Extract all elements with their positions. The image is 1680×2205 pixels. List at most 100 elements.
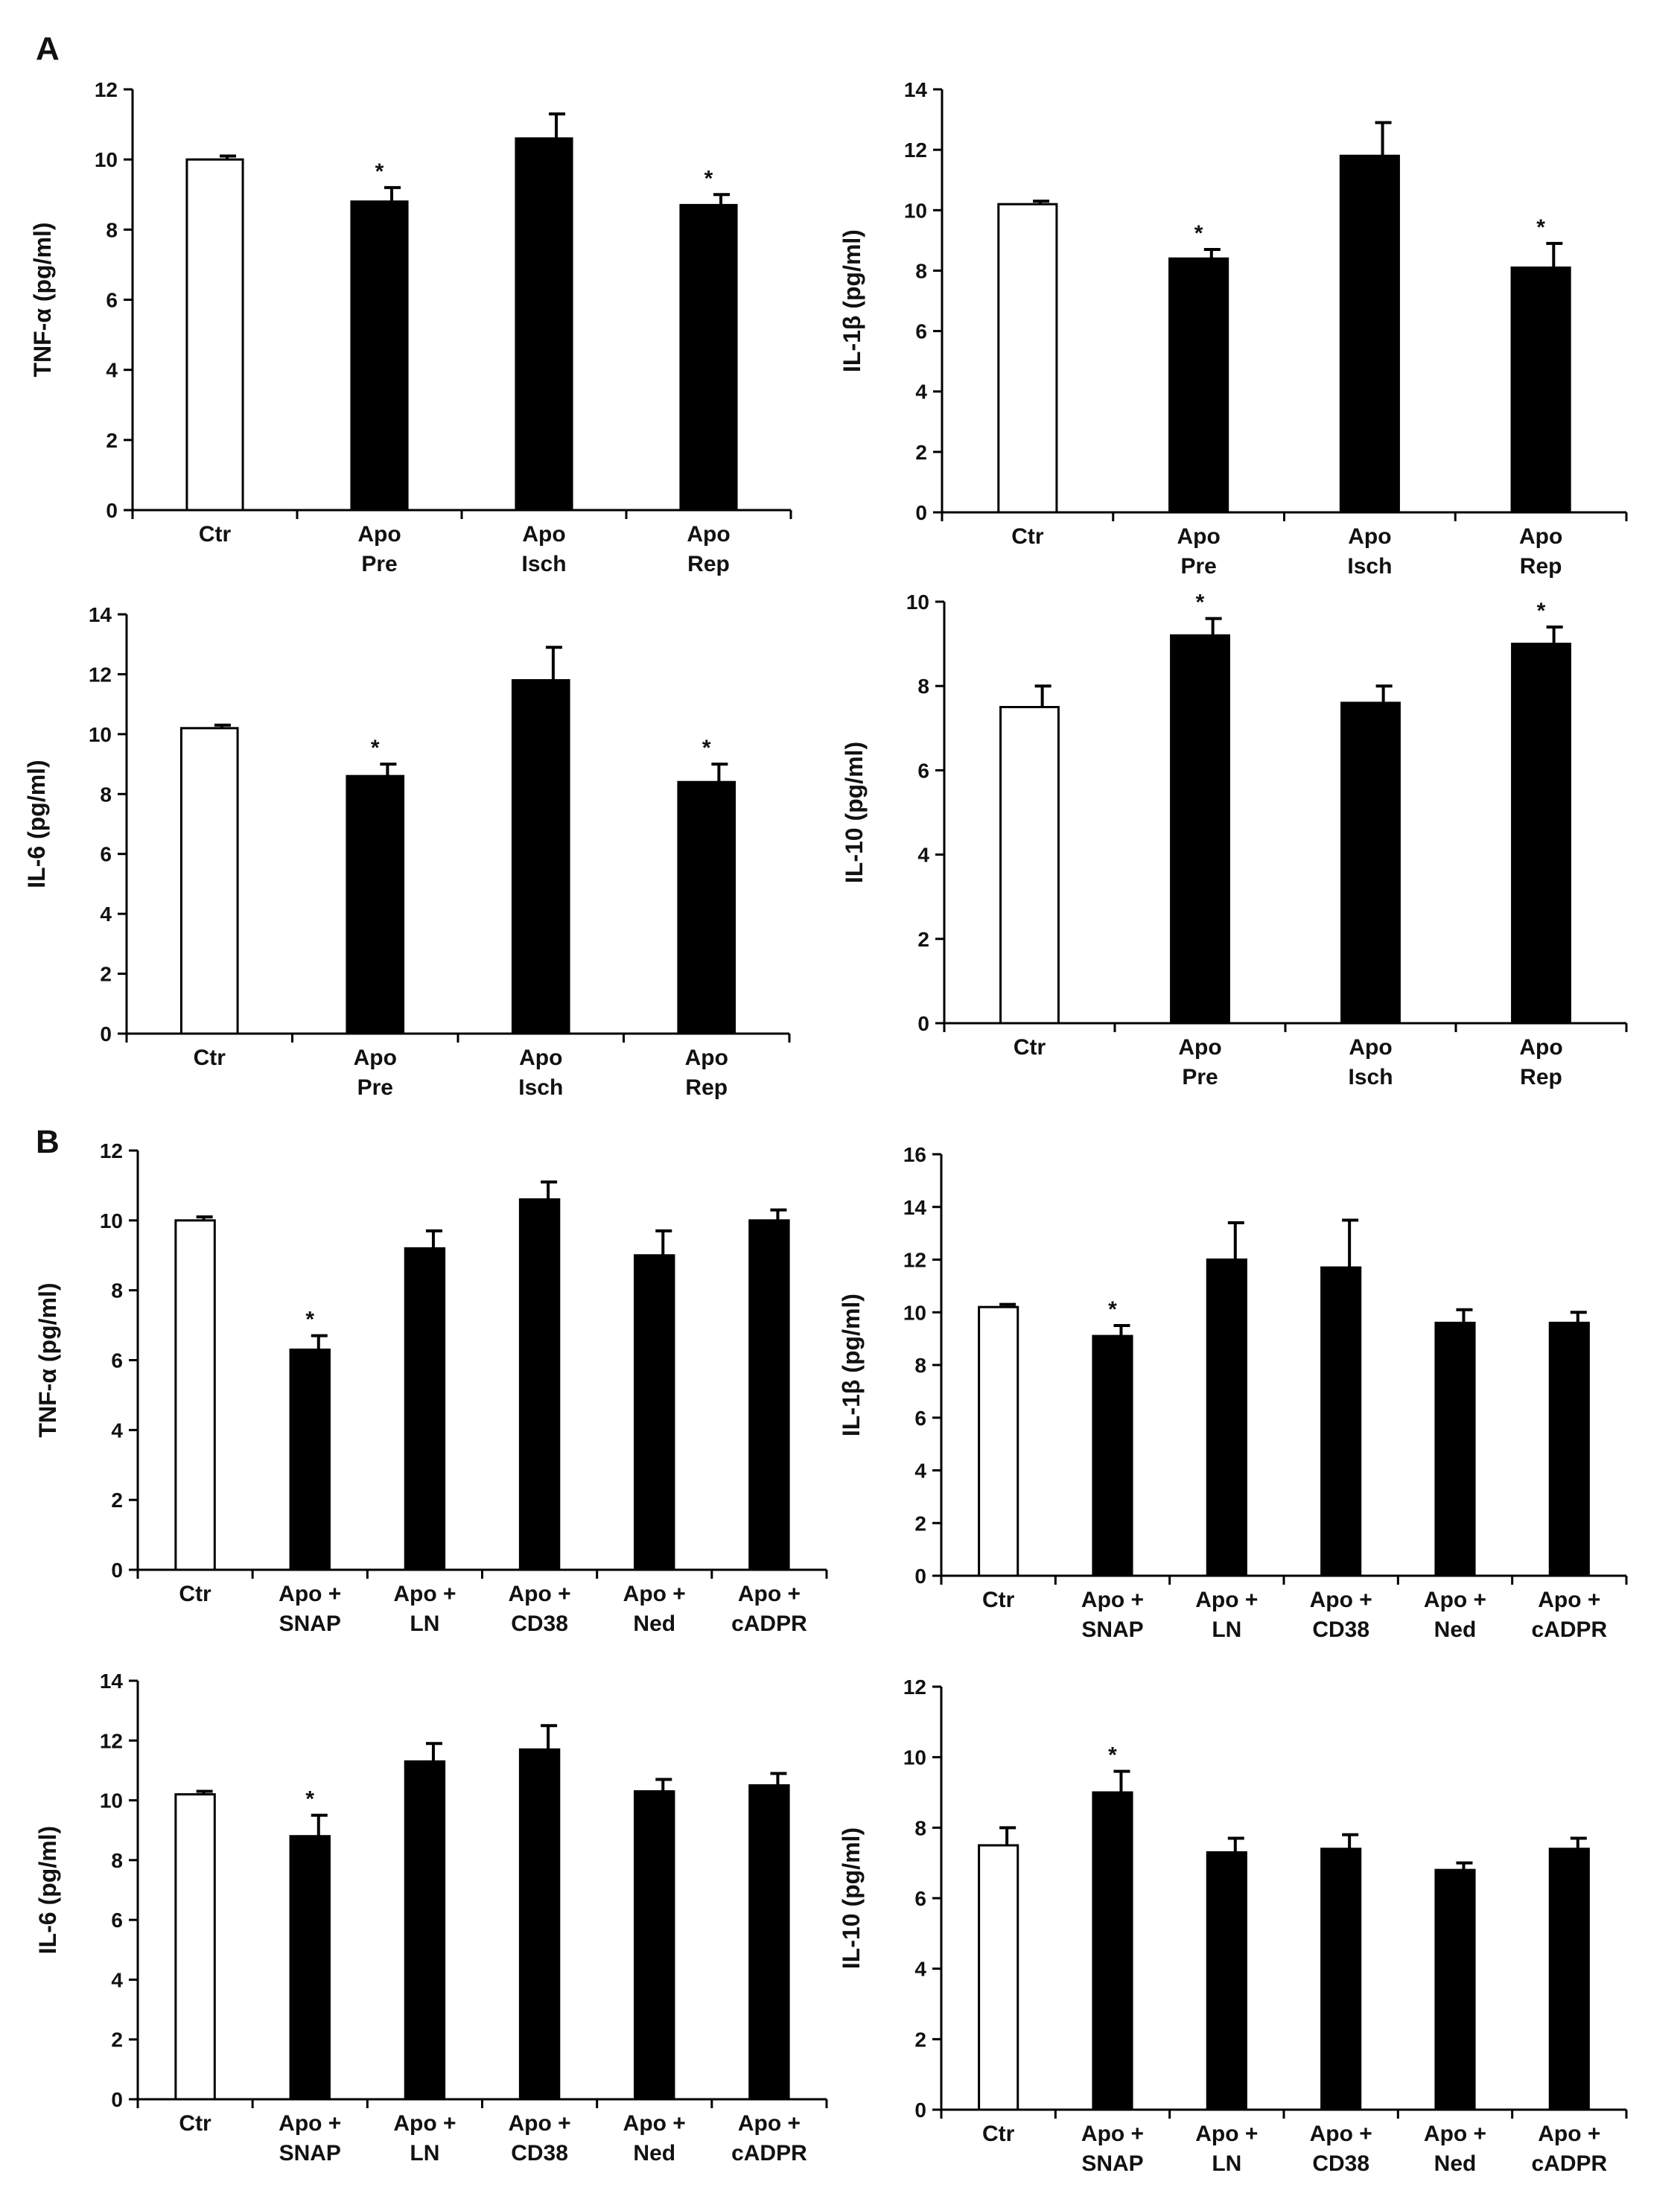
bar-control — [185, 158, 244, 512]
bar-control — [997, 203, 1058, 514]
significance-marker: * — [1108, 1297, 1117, 1322]
x-category-label: Apo + — [279, 1582, 341, 1606]
y-tick-label: 2 — [106, 429, 118, 452]
significance-marker: * — [305, 1787, 314, 1812]
x-category-label: SNAP — [279, 1611, 341, 1636]
x-category-label: Ctr — [982, 1588, 1015, 1612]
y-tick-label: 8 — [915, 259, 927, 282]
y-tick-label: 14 — [89, 603, 112, 626]
y-tick-label: 10 — [100, 1789, 123, 1813]
y-tick-label: 8 — [917, 675, 929, 698]
x-category-label: LN — [1212, 1617, 1241, 1642]
bar-chart-3: IL-6 (pg/ml) 0 2 4 6 8 10 12 14 Ctr * Apo Pre Apo Isch… — [23, 603, 791, 1100]
y-tick-label: 14 — [903, 1196, 927, 1219]
x-category-label: Apo + — [1081, 1588, 1144, 1612]
x-category-label: Ctr — [1011, 524, 1044, 549]
bar-treatment — [1340, 701, 1401, 1025]
y-axis-label: IL-1β (pg/ml) — [839, 229, 865, 372]
y-axis-label: TNF-α (pg/ml) — [34, 1282, 61, 1437]
x-category-label: SNAP — [1081, 2151, 1143, 2176]
y-axis-label: IL-6 (pg/ml) — [34, 1826, 61, 1954]
x-category-label: Apo — [519, 1046, 562, 1070]
y-tick-label: 6 — [915, 320, 927, 343]
x-category-label: Apo — [522, 522, 565, 547]
significance-marker: * — [305, 1308, 314, 1332]
x-category-label: Apo + — [393, 2111, 456, 2136]
y-tick-label: 0 — [111, 2088, 123, 2111]
significance-marker: * — [1536, 215, 1545, 240]
panel-label-b: B — [36, 1124, 60, 1160]
x-category-label: Apo — [687, 522, 730, 547]
bar-treatment — [679, 203, 738, 512]
y-tick-label: 12 — [95, 78, 118, 101]
x-category-label: Apo — [1177, 524, 1220, 549]
x-category-label: Apo + — [279, 2111, 341, 2136]
significance-marker: * — [704, 166, 713, 191]
x-category-label: Apo + — [1310, 1588, 1372, 1612]
y-tick-label: 10 — [95, 148, 118, 171]
x-category-label: Apo + — [1538, 2122, 1600, 2146]
x-category-label: Apo + — [1538, 1588, 1600, 1612]
x-category-label: LN — [1212, 2151, 1241, 2176]
y-tick-label: 12 — [100, 1139, 123, 1162]
bar-treatment — [1092, 1334, 1133, 1577]
bar-chart-8: IL-10 (pg/ml) 0 2 4 6 8 10 12 Ctr * Apo + SNAP Apo +… — [838, 1676, 1628, 2176]
x-category-label: cADPR — [1531, 1617, 1607, 1642]
x-category-label: Ctr — [179, 2111, 211, 2136]
bar-treatment — [1510, 266, 1571, 514]
x-category-label: Ned — [1434, 2151, 1477, 2176]
bar-treatment — [1206, 1259, 1247, 1577]
x-category-label: LN — [410, 2141, 439, 2166]
x-category-label: cADPR — [731, 2141, 807, 2166]
x-category-label: Apo + — [1195, 2122, 1258, 2146]
y-tick-label: 2 — [914, 2028, 926, 2051]
x-category-label: CD38 — [1312, 2151, 1369, 2176]
x-category-label: Apo + — [1424, 2122, 1486, 2146]
x-category-label: Apo + — [623, 1582, 686, 1606]
x-category-label: Rep — [685, 1075, 728, 1100]
x-category-label: Apo + — [738, 1582, 801, 1606]
x-category-label: Rep — [687, 552, 730, 576]
x-category-label: Apo + — [508, 2111, 570, 2136]
bar-treatment — [289, 1835, 331, 2101]
bar-treatment — [1320, 1266, 1362, 1577]
y-tick-label: 2 — [914, 1512, 926, 1535]
significance-marker: * — [1196, 591, 1205, 615]
bar-control — [179, 727, 239, 1035]
bar-chart-6: IL-1β (pg/ml) 0 2 4 6 8 10 12 14 16 Ctr * Apo + SNAP A… — [838, 1143, 1628, 1642]
y-tick-label: 12 — [904, 139, 927, 162]
y-tick-label: 4 — [106, 359, 118, 382]
x-category-label: Ctr — [1014, 1035, 1046, 1060]
x-category-label: Apo — [1519, 1035, 1562, 1060]
y-tick-label: 6 — [914, 1407, 926, 1430]
bar-treatment — [518, 1198, 561, 1571]
y-tick-label: 0 — [917, 1012, 929, 1035]
y-tick-label: 4 — [111, 1968, 123, 1991]
y-tick-label: 4 — [914, 1460, 926, 1483]
y-tick-label: 4 — [917, 844, 929, 867]
bar-treatment — [634, 1790, 675, 2101]
x-category-label: Apo — [685, 1046, 728, 1070]
y-axis-label: IL-1β (pg/ml) — [838, 1294, 865, 1436]
x-category-label: Pre — [1180, 554, 1216, 579]
x-category-label: Apo + — [508, 1582, 570, 1606]
bar-control — [174, 1793, 216, 2101]
y-tick-label: 8 — [914, 1816, 926, 1839]
bar-chart-4: IL-10 (pg/ml) 0 2 4 6 8 10 Ctr * Apo Pre Apo Isch * Ap… — [841, 591, 1628, 1089]
bar-treatment — [1548, 1321, 1590, 1577]
bar-treatment — [1434, 1321, 1476, 1577]
bar-treatment — [511, 678, 570, 1035]
y-tick-label: 8 — [106, 218, 118, 241]
y-tick-label: 8 — [914, 1354, 926, 1377]
bar-chart-1: TNF-α (pg/ml) 0 2 4 6 8 10 12 Ctr * Apo Pre Apo Isch *… — [29, 78, 792, 576]
y-tick-label: 12 — [100, 1729, 123, 1752]
y-tick-label: 12 — [89, 663, 112, 686]
x-category-label: Ctr — [199, 522, 232, 547]
y-tick-label: 4 — [914, 1958, 926, 1981]
bar-chart-5: TNF-α (pg/ml) 0 2 4 6 8 10 12 Ctr * Apo + SNAP Apo +… — [34, 1139, 828, 1636]
significance-marker: * — [702, 736, 711, 760]
bar-control — [999, 706, 1060, 1025]
y-tick-label: 14 — [100, 1670, 124, 1693]
bar-treatment — [1206, 1851, 1247, 2111]
